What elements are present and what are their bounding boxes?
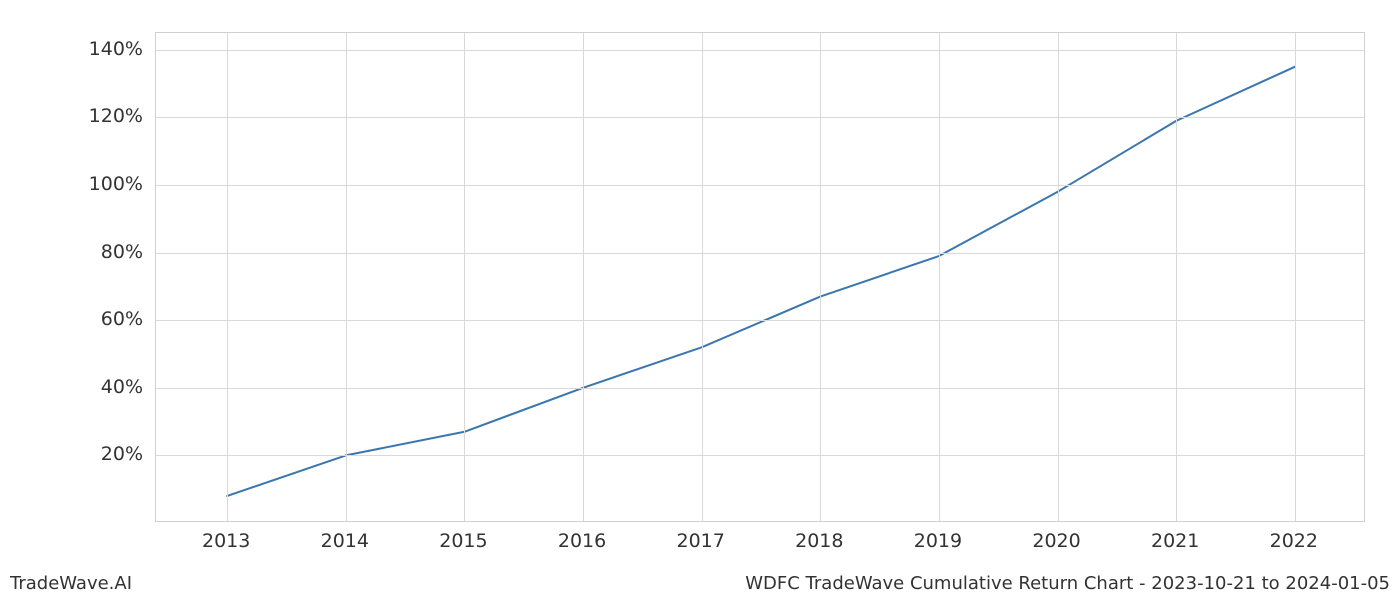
x-tick-label: 2015 <box>439 530 487 552</box>
gridline-horizontal <box>156 320 1364 321</box>
gridline-vertical <box>1058 33 1059 521</box>
y-tick-label: 20% <box>101 443 143 465</box>
chart-container: TradeWave.AI WDFC TradeWave Cumulative R… <box>0 0 1400 600</box>
gridline-vertical <box>464 33 465 521</box>
gridline-horizontal <box>156 253 1364 254</box>
gridline-vertical <box>1295 33 1296 521</box>
gridline-vertical <box>820 33 821 521</box>
x-tick-label: 2013 <box>202 530 250 552</box>
x-tick-label: 2022 <box>1270 530 1318 552</box>
gridline-vertical <box>583 33 584 521</box>
gridline-vertical <box>227 33 228 521</box>
gridline-horizontal <box>156 50 1364 51</box>
y-tick-label: 100% <box>89 173 143 195</box>
x-tick-label: 2021 <box>1151 530 1199 552</box>
footer-right-text: WDFC TradeWave Cumulative Return Chart -… <box>745 573 1390 594</box>
gridline-horizontal <box>156 388 1364 389</box>
y-tick-label: 120% <box>89 105 143 127</box>
y-tick-label: 40% <box>101 376 143 398</box>
gridline-horizontal <box>156 185 1364 186</box>
gridline-horizontal <box>156 117 1364 118</box>
gridline-vertical <box>1176 33 1177 521</box>
gridline-vertical <box>939 33 940 521</box>
y-tick-label: 140% <box>89 38 143 60</box>
x-tick-label: 2019 <box>914 530 962 552</box>
return-line <box>227 67 1295 496</box>
plot-area <box>155 32 1365 522</box>
gridline-horizontal <box>156 455 1364 456</box>
x-tick-label: 2017 <box>676 530 724 552</box>
x-tick-label: 2020 <box>1032 530 1080 552</box>
footer-left-text: TradeWave.AI <box>10 573 132 594</box>
x-tick-label: 2018 <box>795 530 843 552</box>
y-tick-label: 80% <box>101 241 143 263</box>
x-tick-label: 2016 <box>558 530 606 552</box>
line-svg <box>156 33 1366 523</box>
gridline-vertical <box>702 33 703 521</box>
gridline-vertical <box>346 33 347 521</box>
y-tick-label: 60% <box>101 308 143 330</box>
x-tick-label: 2014 <box>321 530 369 552</box>
